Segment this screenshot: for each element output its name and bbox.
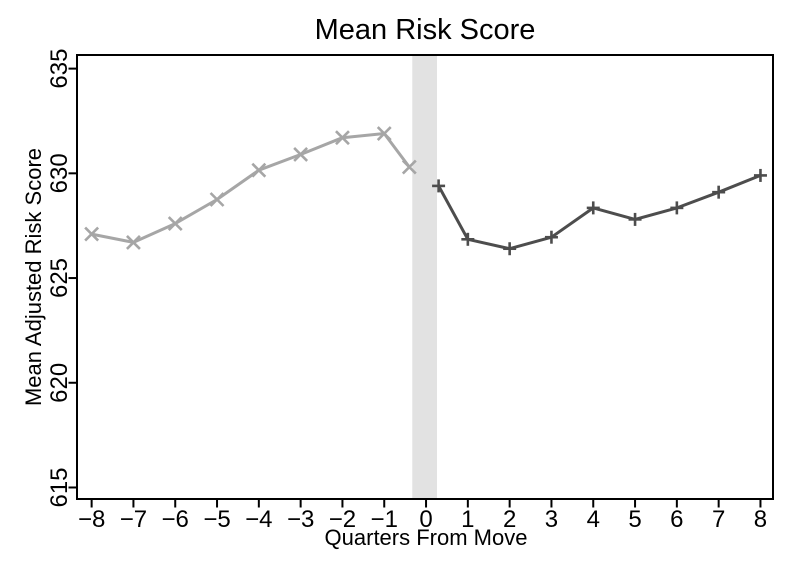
x-axis-layer: −8 −7 −6 −5 −4 −3 −2 −1 0 1 2 3 4 5 6 7 8 (78, 499, 767, 533)
x-tick-label: 5 (628, 506, 641, 533)
y-tick-label: 630 (46, 153, 73, 193)
y-tick-label: 635 (46, 49, 73, 89)
x-marker-stroke (209, 192, 225, 207)
pre-move-marker (209, 192, 225, 207)
event-band (412, 55, 437, 499)
pre-move-marker (251, 162, 267, 178)
x-marker-stroke (376, 126, 392, 141)
x-tick-label: −3 (287, 506, 314, 533)
x-tick-label: 6 (670, 506, 683, 533)
chart-title: Mean Risk Score (315, 14, 536, 46)
x-tick-label: 4 (587, 506, 600, 533)
x-tick-label: 3 (545, 506, 558, 533)
plot-frame (76, 54, 774, 500)
post-move-marker (432, 179, 446, 193)
pre-move-marker (126, 235, 141, 250)
x-tick-label: 7 (712, 506, 725, 533)
x-marker-stroke (126, 235, 141, 250)
x-tick-label: −6 (162, 506, 189, 533)
plot-frame-layer (76, 54, 774, 500)
x-tick-label: −8 (78, 506, 105, 533)
post-move-marker (628, 212, 642, 226)
x-tick-label: 0 (419, 506, 432, 533)
post-move-marker (712, 185, 726, 199)
post-move-line (437, 174, 762, 251)
x-marker-stroke (335, 130, 350, 146)
post-move-marker (544, 230, 558, 244)
post-move-marker (503, 242, 517, 256)
y-axis-layer: 615 620 625 630 635 (46, 49, 77, 508)
pre-move-line (91, 132, 411, 244)
event-band-layer (412, 55, 437, 499)
x-tick-label: 8 (754, 506, 767, 533)
post-move-marker (753, 168, 767, 182)
x-axis-label: Quarters From Move (325, 525, 528, 550)
y-axis-label: Mean Adjusted Risk Score (21, 148, 46, 406)
y-tick-label: 615 (46, 467, 73, 507)
pre-move-marker (293, 147, 309, 162)
series-layer (84, 126, 767, 256)
post-move-marker (461, 232, 475, 246)
pre-move-marker (335, 130, 350, 146)
pre-move-marker (84, 226, 100, 242)
x-tick-label: −5 (203, 506, 230, 533)
x-tick-label: −1 (371, 506, 398, 533)
pre-move-marker (167, 216, 183, 232)
y-tick-label: 620 (46, 363, 73, 403)
x-marker-stroke (293, 147, 309, 162)
x-tick-label: −2 (329, 506, 356, 533)
x-tick-label: −4 (245, 506, 272, 533)
pre-move-marker (376, 126, 392, 141)
x-marker-stroke (84, 226, 100, 242)
x-marker-stroke (401, 159, 417, 175)
x-tick-label: −7 (120, 506, 147, 533)
post-move-marker (670, 201, 684, 215)
pre-move-marker (401, 159, 417, 175)
x-tick-label: 2 (503, 506, 516, 533)
x-marker-stroke (251, 162, 267, 178)
post-move-marker (586, 201, 600, 215)
x-marker-stroke (167, 216, 183, 232)
x-tick-label: 1 (461, 506, 474, 533)
y-tick-label: 625 (46, 258, 73, 298)
